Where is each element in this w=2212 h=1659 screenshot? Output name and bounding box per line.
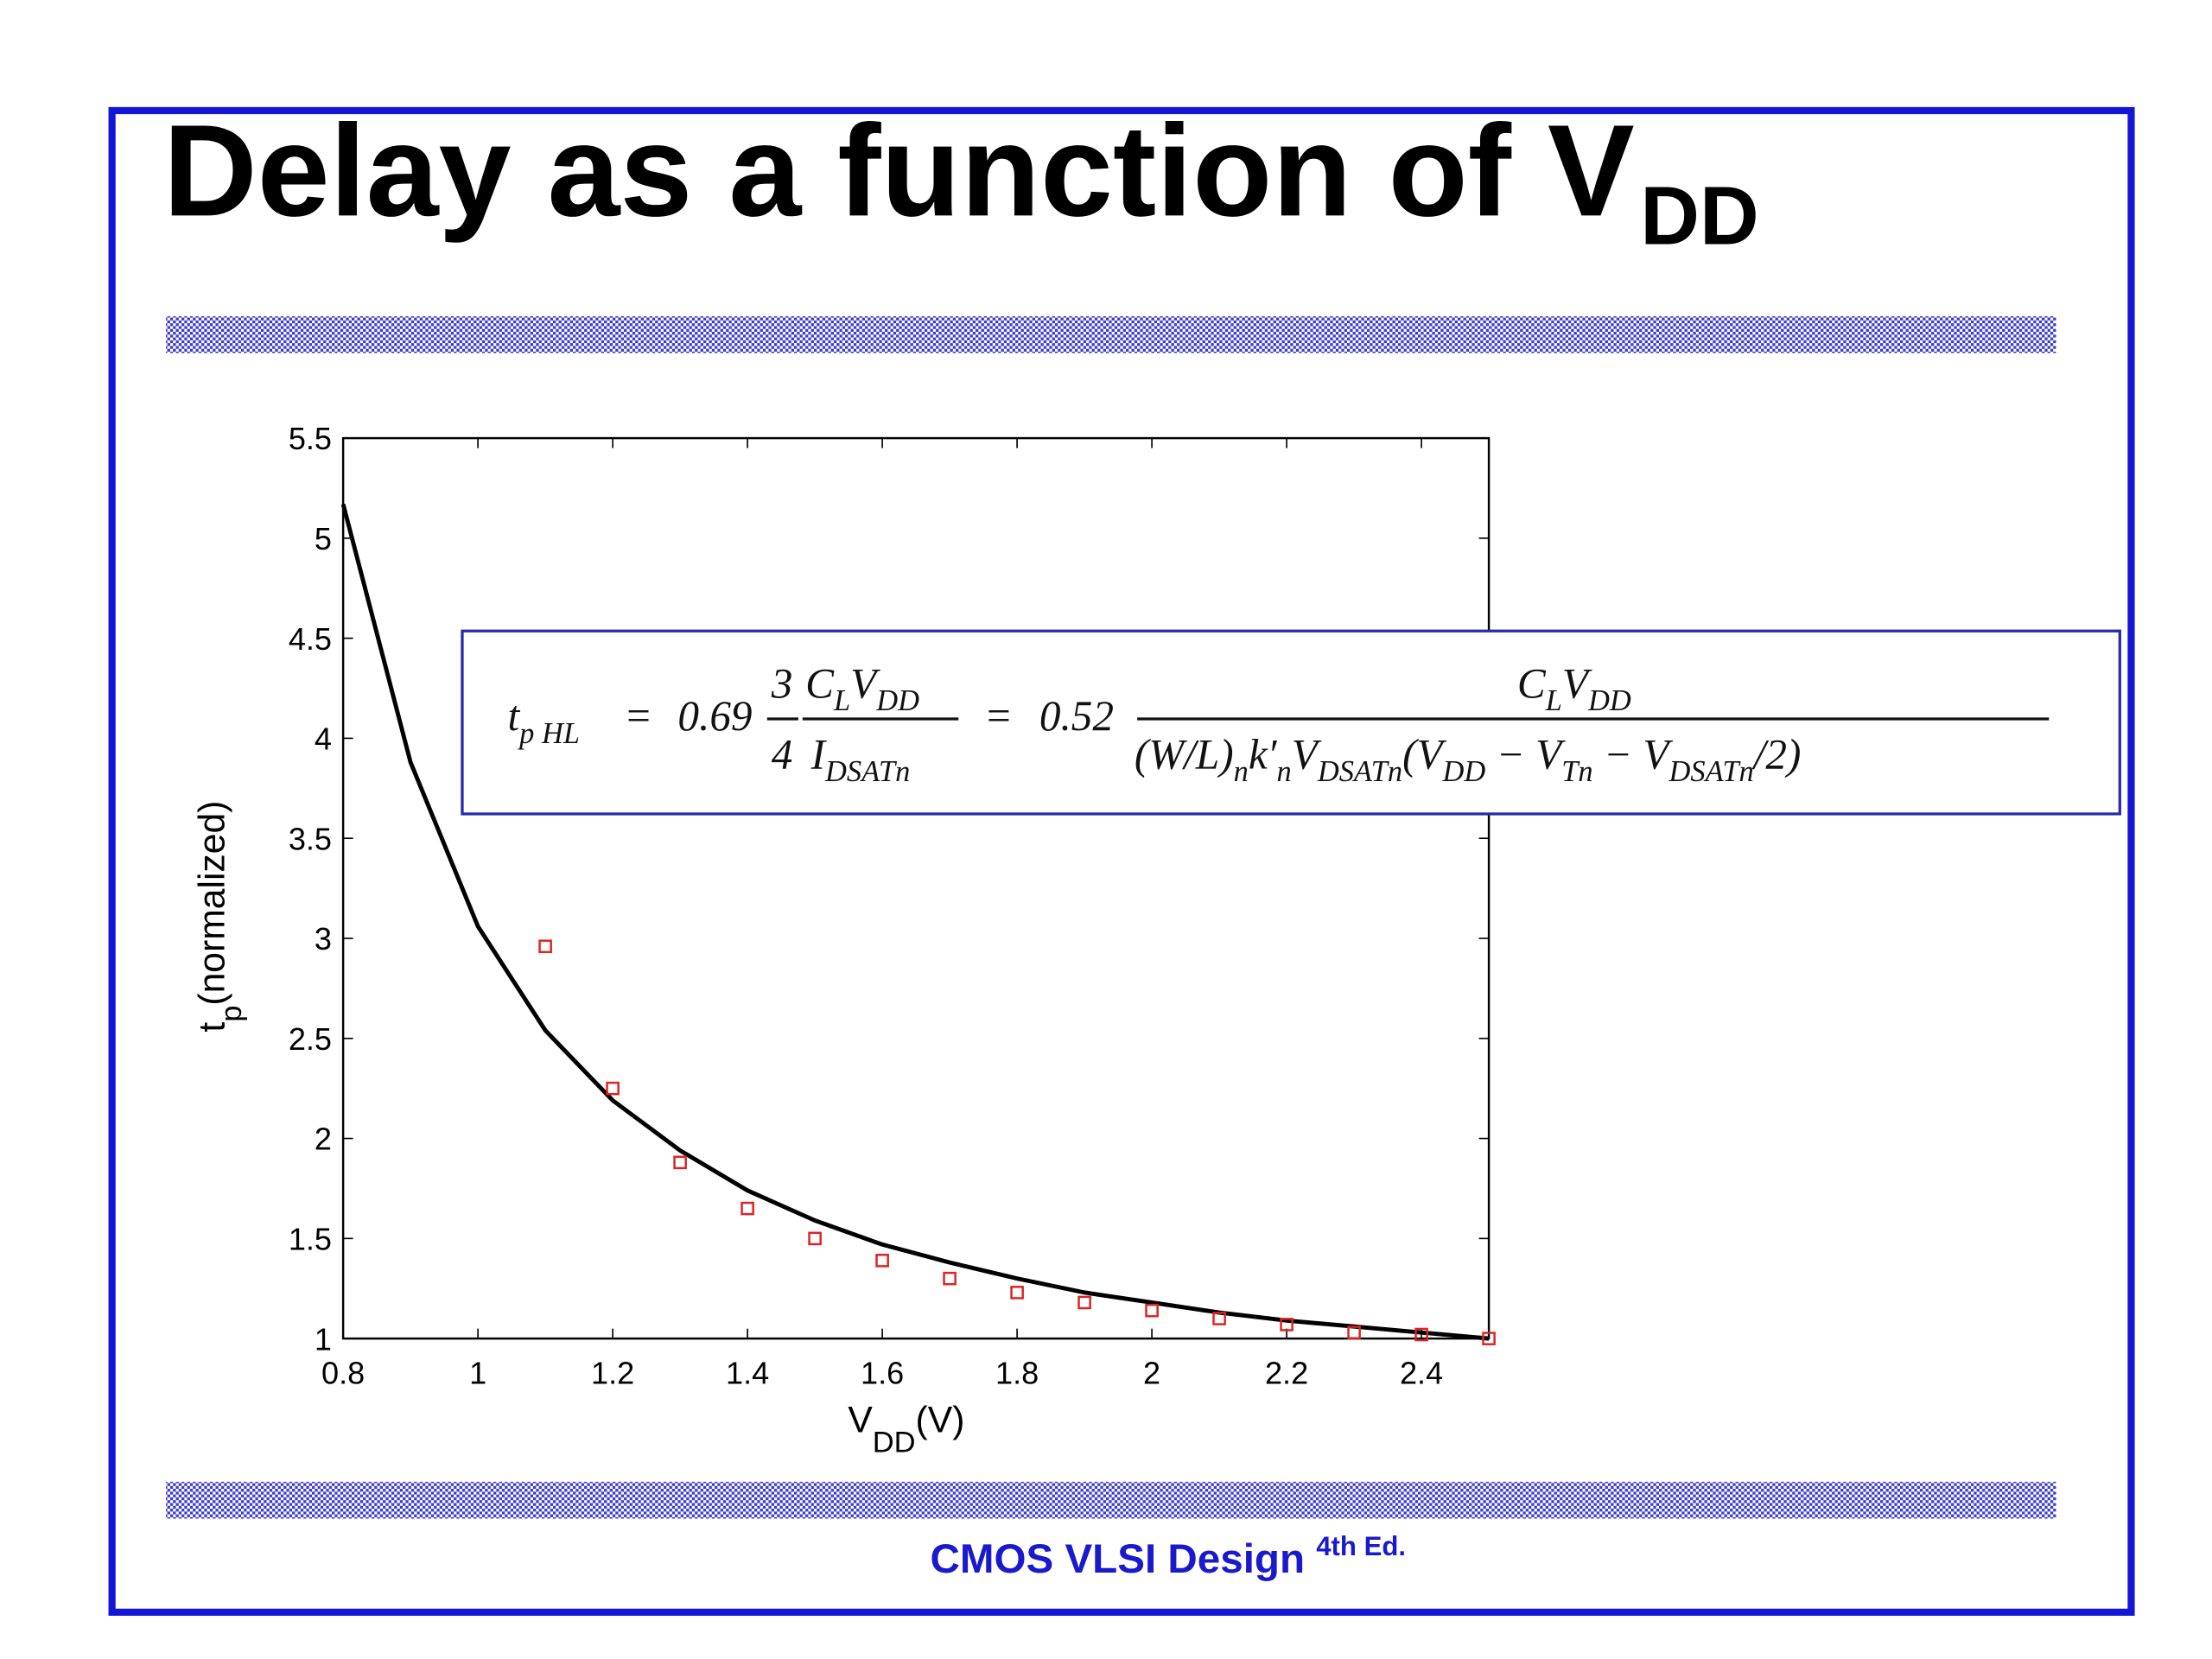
slide-frame bbox=[108, 106, 2135, 1616]
x-tick-label: 1 bbox=[469, 1356, 486, 1391]
equation-box bbox=[461, 629, 2121, 816]
plot-frame bbox=[341, 436, 1491, 1340]
y-tick-label: 5 bbox=[315, 521, 332, 556]
hatch-bar bbox=[166, 315, 2056, 353]
y-tick-label: 1.5 bbox=[289, 1221, 332, 1256]
equation-symbol: k′ bbox=[1249, 730, 1278, 778]
y-label-text: (normalized) bbox=[191, 801, 232, 1006]
equation-subscript: DSATn bbox=[1317, 755, 1402, 788]
y-tick-label: 2.5 bbox=[289, 1021, 332, 1057]
equation-symbol: − V bbox=[1485, 730, 1566, 778]
equation-part: 0.52 bbox=[1039, 692, 1114, 740]
y-tick-label: 5.5 bbox=[289, 421, 332, 456]
y-tick-label: 4 bbox=[315, 721, 332, 757]
equation-part: = bbox=[624, 692, 652, 740]
footer-text: CMOS VLSI Design bbox=[931, 1536, 1306, 1582]
equation-part: 0.69 bbox=[677, 692, 752, 740]
plot: 11.522.533.544.555.50.8 1 1.2 1.4 1.6 1.8 2 2.2… bbox=[191, 421, 1496, 1459]
y-tick-label: 3 bbox=[315, 921, 332, 957]
equation-subscript: DSATn bbox=[1668, 755, 1753, 788]
equation-symbol: V bbox=[1562, 659, 1592, 707]
data-point bbox=[1212, 1312, 1226, 1325]
x-label-main: V bbox=[848, 1399, 873, 1440]
data-point bbox=[606, 1081, 620, 1096]
equation-subscript: n bbox=[1234, 755, 1249, 788]
x-tick-label: 1.4 bbox=[726, 1356, 769, 1391]
x-label-sub: DD bbox=[873, 1426, 916, 1459]
y-tick-label: 1 bbox=[315, 1321, 332, 1357]
y-tick-label: 4.5 bbox=[289, 621, 332, 657]
equation-subscript: DSATn bbox=[824, 755, 910, 788]
hatch-bar bbox=[166, 1481, 2056, 1519]
y-tick-label: 2 bbox=[315, 1122, 332, 1157]
equation-subscript: p HL bbox=[517, 717, 580, 750]
y-tick-label: 3.5 bbox=[289, 821, 332, 856]
data-point bbox=[1414, 1327, 1428, 1342]
equation-symbol: I bbox=[810, 730, 828, 778]
equation-symbol: t bbox=[507, 692, 520, 740]
data-point bbox=[538, 939, 552, 954]
equation-symbol: − V bbox=[1593, 730, 1674, 778]
equation-part: 4 bbox=[772, 730, 793, 778]
x-label-unit: (V) bbox=[916, 1399, 965, 1440]
equation-subscript: L bbox=[833, 684, 850, 717]
data-point bbox=[875, 1254, 889, 1268]
data-point bbox=[943, 1271, 957, 1286]
equation-symbol: C bbox=[805, 659, 835, 707]
x-tick-label: 0.8 bbox=[321, 1356, 365, 1391]
equation-symbol: C bbox=[1517, 659, 1547, 707]
slide-title: Delay as a function of V DD bbox=[163, 97, 1759, 262]
equation-part: CLVDD bbox=[1517, 659, 1631, 717]
equation-part: CLVDD bbox=[805, 659, 919, 717]
title-text: Delay as a function of V bbox=[163, 97, 1635, 243]
equation-subscript: DD bbox=[875, 684, 919, 717]
data-line bbox=[340, 503, 1490, 1341]
data-point bbox=[1482, 1332, 1496, 1345]
data-point bbox=[1145, 1303, 1159, 1318]
equation-symbol: (V bbox=[1402, 730, 1446, 778]
equation-part: = bbox=[984, 692, 1013, 740]
x-tick-label: 1.6 bbox=[861, 1356, 904, 1391]
equation-subscript: Tn bbox=[1561, 755, 1592, 788]
footer: CMOS VLSI Design 4th Ed. bbox=[931, 1531, 1407, 1582]
x-tick-label: 2 bbox=[1143, 1356, 1160, 1391]
title-subscript: DD bbox=[1640, 170, 1758, 262]
y-label-sub: p bbox=[215, 1006, 248, 1022]
data-point bbox=[1010, 1286, 1024, 1300]
data-point bbox=[741, 1201, 754, 1216]
equation-subscript: L bbox=[1545, 684, 1562, 717]
data-point bbox=[808, 1231, 822, 1246]
equation-subscript: DD bbox=[1587, 684, 1631, 717]
data-point bbox=[1347, 1325, 1361, 1339]
equation-part: tp HL bbox=[507, 692, 580, 750]
equation-symbol: 4 bbox=[772, 730, 793, 778]
equation-symbol: /2) bbox=[1751, 730, 1802, 778]
equation-subscript: n bbox=[1277, 755, 1292, 788]
equation-subscript: DD bbox=[1442, 755, 1486, 788]
data-point bbox=[1280, 1318, 1294, 1332]
x-tick-label: 1.8 bbox=[995, 1356, 1039, 1391]
data-point bbox=[673, 1155, 687, 1170]
equation-symbol: 3 bbox=[771, 659, 793, 707]
equation-symbol: V bbox=[850, 659, 880, 707]
footer-superscript: 4th Ed. bbox=[1316, 1531, 1406, 1561]
y-label-main: t bbox=[191, 1022, 232, 1033]
y-axis-label: tp(normalized) bbox=[191, 801, 248, 1033]
equation-symbol: (W/L) bbox=[1135, 730, 1234, 778]
equation-part: (W/L)nk′nVDSATn(VDD − VTn − VDSATn/2) bbox=[1135, 730, 1802, 788]
equation-part: IDSATn bbox=[810, 730, 911, 788]
equation-symbol: V bbox=[1292, 730, 1322, 778]
data-point bbox=[1077, 1295, 1091, 1310]
equation-part: 3 bbox=[771, 659, 793, 707]
x-tick-label: 2.4 bbox=[1400, 1356, 1443, 1391]
x-axis-label: VDD(V) bbox=[848, 1399, 964, 1459]
x-tick-label: 2.2 bbox=[1265, 1356, 1308, 1391]
x-tick-label: 1.2 bbox=[591, 1356, 634, 1391]
